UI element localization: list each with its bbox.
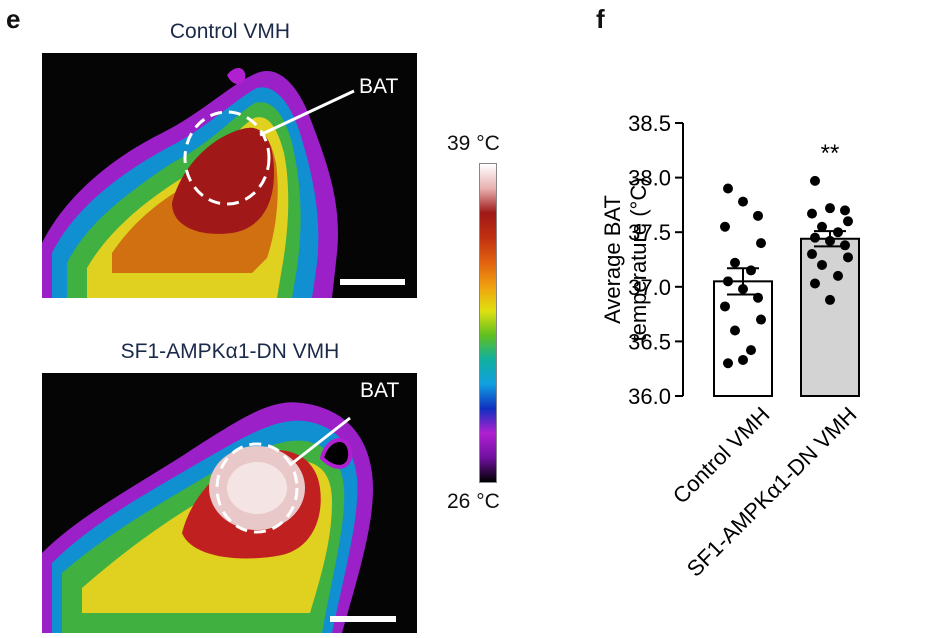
bar-0 — [713, 280, 773, 397]
data-point-0-0 — [723, 183, 733, 194]
data-point-1-11 — [843, 252, 853, 263]
temperature-colorbar — [479, 163, 497, 483]
y-tick-label-2: 37.0 — [628, 275, 671, 300]
data-point-1-3 — [807, 208, 817, 219]
data-point-0-5 — [730, 257, 740, 268]
bat-label-sf1: BAT — [360, 379, 400, 402]
data-point-1-6 — [833, 227, 843, 238]
data-point-0-2 — [753, 210, 763, 221]
colorbar-max-label: 39 °C — [447, 132, 500, 155]
y-tick-label-4: 38.0 — [628, 166, 671, 191]
data-point-1-12 — [817, 259, 827, 270]
data-point-0-15 — [738, 354, 748, 365]
data-point-0-4 — [756, 238, 766, 249]
thermal-image-sf1: BAT — [42, 373, 417, 633]
data-point-0-9 — [753, 292, 763, 303]
data-point-1-8 — [825, 235, 835, 246]
data-point-0-13 — [746, 345, 756, 356]
data-point-0-6 — [746, 265, 756, 276]
data-point-1-10 — [807, 249, 817, 260]
bat-label-control: BAT — [359, 75, 399, 98]
data-point-0-11 — [756, 314, 766, 325]
data-point-1-13 — [833, 270, 843, 281]
data-point-1-9 — [840, 240, 850, 251]
panel-letter-e: e — [6, 4, 21, 34]
data-point-1-14 — [810, 278, 820, 289]
data-point-0-7 — [723, 276, 733, 287]
y-axis-label: Average BATtemperature (°C) — [600, 177, 651, 341]
thermal-image-control: BAT — [42, 53, 417, 298]
category-label-1: SF1-AMPKα1-DN VMH — [682, 402, 862, 582]
panel-letter-f: f — [596, 4, 605, 34]
data-point-1-7 — [810, 232, 820, 243]
data-point-1-1 — [825, 203, 835, 214]
data-point-1-0 — [810, 175, 820, 186]
y-tick-label-1: 36.5 — [628, 329, 671, 354]
y-tick-label-0: 36.0 — [628, 384, 671, 409]
data-point-0-10 — [720, 301, 730, 312]
colorbar-min-label: 26 °C — [447, 490, 500, 513]
data-point-0-3 — [720, 221, 730, 232]
significance-marker: ** — [821, 140, 840, 167]
data-point-0-12 — [730, 325, 740, 336]
data-point-1-2 — [840, 205, 850, 216]
y-tick-label-5: 38.5 — [628, 111, 671, 136]
bar-1 — [800, 237, 860, 397]
data-point-1-5 — [817, 221, 827, 232]
data-point-0-14 — [723, 358, 733, 369]
bar-chart: 36.0 36.5 37.0 37.5 38.0 38.5 Average BATtempe… — [600, 111, 862, 582]
data-point-0-8 — [738, 283, 748, 294]
data-point-0-1 — [738, 196, 748, 207]
image-title-sf1: SF1-AMPKα1-DN VMH — [120, 340, 340, 363]
image-title-control: Control VMH — [169, 20, 291, 43]
data-point-1-4 — [843, 216, 853, 227]
y-tick-label-3: 37.5 — [628, 220, 671, 245]
data-point-1-15 — [825, 294, 835, 305]
